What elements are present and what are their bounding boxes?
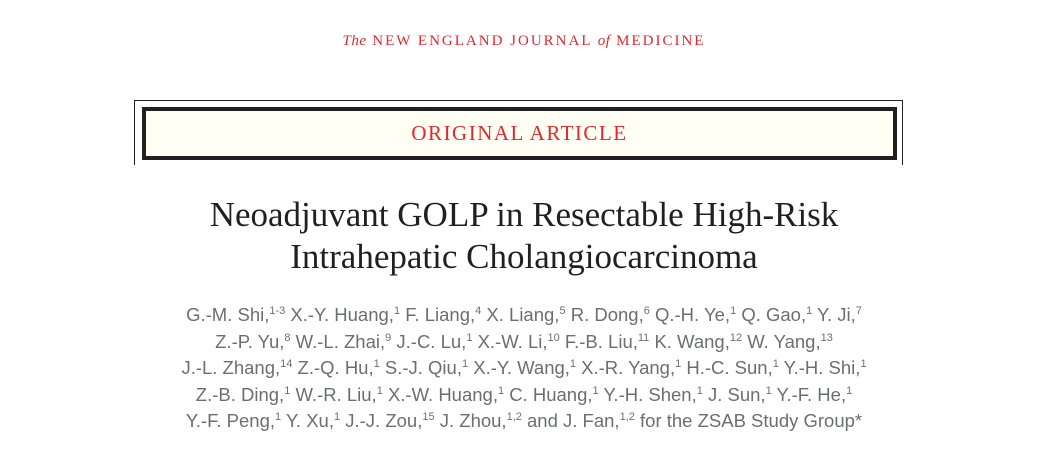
author-line: G.-M. Shi,1-3 X.-Y. Huang,1 F. Liang,4 X… <box>0 302 1048 329</box>
author-line: Z.-P. Yu,8 W.-L. Zhai,9 J.-C. Lu,1 X.-W.… <box>0 329 1048 356</box>
affiliation-number: 8 <box>284 331 291 344</box>
affiliation-number: 7 <box>855 305 862 317</box>
author: C. Huang, <box>509 383 593 405</box>
author: R. Dong, <box>570 304 644 325</box>
affiliation-number: 1,2 <box>619 411 635 423</box>
header-frame <box>134 100 903 165</box>
affiliation-number: 1 <box>376 384 383 397</box>
author: X.-R. Yang, <box>581 357 676 378</box>
author: Y. Ji, <box>817 304 856 325</box>
author: J.-J. Zou, <box>345 410 423 431</box>
affiliation-number: 1 <box>765 384 772 397</box>
affiliation-number: 1-3 <box>269 305 286 317</box>
title-line: Intrahepatic Cholangiocarcinoma <box>290 237 758 276</box>
author: G.-M. Shi, <box>186 304 270 325</box>
affiliation-number: 1 <box>466 331 473 344</box>
author: W.-R. Liu, <box>295 383 377 405</box>
affiliation-number: 1 <box>569 358 577 370</box>
affiliation-number: 10 <box>547 331 560 344</box>
author: Z.-Q. Hu, <box>297 357 374 378</box>
author-line: J.-L. Zhang,14 Z.-Q. Hu,1 S.-J. Qiu,1 X.… <box>0 355 1048 382</box>
author: Q. Gao, <box>741 304 807 325</box>
author: J. Zhou, <box>439 410 507 431</box>
author: Y.-H. Shen, <box>603 383 697 405</box>
affiliation-number: 12 <box>729 331 743 344</box>
author: K. Wang, <box>654 330 730 352</box>
author: Y.-F. He, <box>776 383 847 405</box>
affiliation-number: 1 <box>461 358 469 370</box>
affiliation-number: 1 <box>806 305 813 317</box>
affiliation-number: 1 <box>860 358 867 370</box>
author: F. Liang, <box>405 304 476 325</box>
affiliation-number: 1 <box>373 358 380 370</box>
affiliation-number: 1 <box>393 305 401 317</box>
author: J.-C. Lu, <box>396 330 467 352</box>
affiliation-number: 1 <box>333 411 341 423</box>
author: S.-J. Qiu, <box>384 357 462 378</box>
author: F.-B. Liu, <box>564 330 638 352</box>
affiliation-number: 15 <box>422 411 435 423</box>
affiliation-number: 1 <box>497 384 505 397</box>
title-line: Neoadjuvant GOLP in Resectable High-Risk <box>209 195 839 234</box>
author: X.-W. Li, <box>477 330 548 352</box>
author-line: Y.-F. Peng,1 Y. Xu,1 J.-J. Zou,15 J. Zho… <box>0 408 1048 435</box>
author: Z.-B. Ding, <box>195 383 285 405</box>
affiliation-number: 1 <box>592 384 599 397</box>
affiliation-number: 1 <box>772 358 779 370</box>
author: J. Sun, <box>707 383 766 405</box>
author: X.-Y. Wang, <box>473 357 570 378</box>
author: Q.-H. Ye, <box>654 304 731 325</box>
affiliation-number: 1 <box>696 384 703 397</box>
article-type-badge: ORIGINAL ARTICLE <box>142 107 897 160</box>
affiliation-number: 1 <box>284 384 291 397</box>
affiliation-number: 1 <box>846 384 853 397</box>
author: W. Yang, <box>747 330 821 352</box>
author: and J. Fan, <box>527 410 620 431</box>
affiliation-number: 9 <box>385 331 392 344</box>
author: Y.-H. Shi, <box>783 357 861 378</box>
author-line: Z.-B. Ding,1 W.-R. Liu,1 X.-W. Huang,1 C… <box>0 382 1048 409</box>
affiliation-number: 5 <box>559 305 566 317</box>
author-list: G.-M. Shi,1-3 X.-Y. Huang,1 F. Liang,4 X… <box>0 302 1048 435</box>
author: Y. Xu, <box>285 410 334 431</box>
affiliation-number: 1 <box>730 305 737 317</box>
affiliation-number: 13 <box>820 331 833 344</box>
author: W.-L. Zhai, <box>295 330 386 352</box>
journal-masthead: The NEW ENGLAND JOURNAL of MEDICINE <box>342 33 706 49</box>
author: for the ZSAB Study Group* <box>640 410 863 431</box>
affiliation-number: 11 <box>637 331 650 344</box>
author: Y.-F. Peng, <box>185 410 276 431</box>
author: X.-W. Huang, <box>387 383 498 405</box>
affiliation-number: 1 <box>675 358 682 370</box>
article-title: Neoadjuvant GOLP in Resectable High-Risk… <box>0 194 1048 278</box>
author: X.-Y. Huang, <box>290 304 394 325</box>
author: J.-L. Zhang, <box>181 357 281 378</box>
affiliation-number: 4 <box>475 305 482 317</box>
affiliation-number: 14 <box>280 358 293 370</box>
author: Z.-P. Yu, <box>215 330 285 352</box>
affiliation-number: 6 <box>643 305 650 317</box>
author: H.-C. Sun, <box>686 357 773 378</box>
affiliation-number: 1,2 <box>506 411 522 423</box>
author: X. Liang, <box>486 304 560 325</box>
affiliation-number: 1 <box>275 411 282 423</box>
